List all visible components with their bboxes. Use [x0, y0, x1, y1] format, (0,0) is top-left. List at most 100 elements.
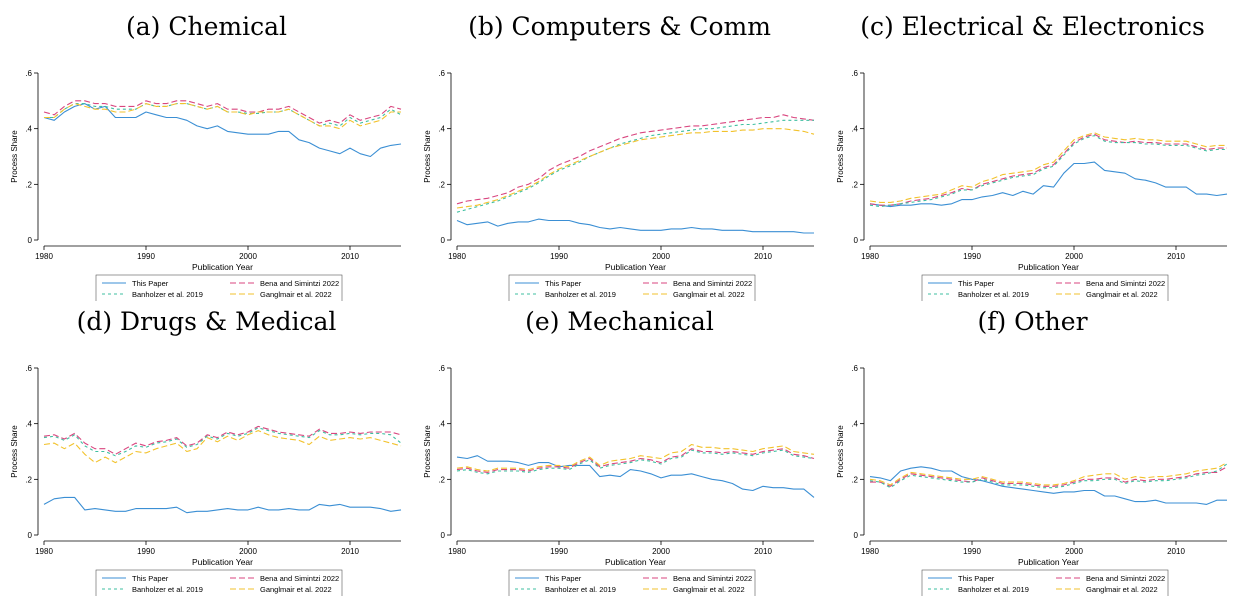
legend-label: This Paper	[132, 279, 169, 288]
series-line	[869, 161, 1228, 208]
x-axis-title: Publication Year	[192, 262, 253, 272]
y-axis-title: Process Share	[836, 425, 845, 478]
x-tick-label: 2000	[652, 252, 670, 261]
chart-svg: 0 .2 .4 .6 1980 1990 2000 2010 Publication Year P…	[10, 364, 402, 596]
series-line	[43, 425, 402, 455]
y-tick-label: .2	[851, 475, 858, 484]
series-line	[43, 496, 402, 514]
x-tick-label: 2010	[1167, 252, 1185, 261]
chart-title: (d) Drugs & Medical	[76, 307, 337, 336]
series-line	[43, 430, 402, 464]
chart-title: (f) Other	[977, 307, 1088, 336]
series-line	[456, 119, 814, 213]
series-line	[456, 455, 815, 498]
y-tick-label: 0	[854, 531, 859, 540]
series-line	[44, 103, 401, 130]
legend-label: Ganglmair et al. 2022	[673, 585, 745, 594]
series-line	[456, 218, 814, 234]
legend-label: This Paper	[132, 574, 169, 583]
legend-box	[921, 569, 1169, 596]
series-line	[869, 462, 1228, 486]
y-axis-title: Process Share	[423, 130, 432, 183]
x-tick-label: 2010	[341, 547, 359, 556]
y-tick-label: .4	[25, 125, 32, 134]
y-tick-label: .2	[851, 180, 858, 189]
y-axis-title: Process Share	[423, 425, 432, 478]
chart-panel: (b) Computers & Comm 0 .2 .4 .6 1980 1990 2000 2…	[413, 0, 826, 301]
y-tick-label: 0	[441, 236, 446, 245]
legend-box	[508, 274, 756, 301]
x-tick-label: 1990	[137, 547, 155, 556]
x-tick-label: 1980	[35, 547, 53, 556]
y-tick-label: 0	[28, 236, 33, 245]
legend-label: This Paper	[545, 574, 582, 583]
x-tick-label: 1980	[448, 547, 466, 556]
y-tick-label: .6	[851, 69, 858, 78]
x-axis-title: Publication Year	[605, 262, 666, 272]
x-tick-label: 1980	[861, 252, 879, 261]
x-tick-label: 2000	[239, 252, 257, 261]
legend-label: Ganglmair et al. 2022	[673, 290, 745, 299]
y-axis-title: Process Share	[10, 425, 19, 478]
y-tick-label: .2	[25, 180, 32, 189]
series-line	[869, 133, 1227, 206]
legend-label: Banholzer et al. 2019	[132, 585, 203, 594]
chart-panel: (a) Chemical 0 .2 .4 .6 1980 1990 2000 2010 Publi…	[0, 0, 413, 301]
y-tick-label: .4	[851, 420, 858, 429]
y-tick-label: .6	[25, 69, 32, 78]
legend-label: Bena and Simintzi 2022	[673, 279, 752, 288]
legend-box	[95, 274, 343, 301]
legend-label: Bena and Simintzi 2022	[260, 279, 339, 288]
x-tick-label: 1990	[550, 252, 568, 261]
series-line	[456, 114, 815, 205]
legend-label: Banholzer et al. 2019	[545, 290, 616, 299]
series-line	[456, 128, 815, 209]
x-tick-label: 2010	[1167, 547, 1185, 556]
x-axis-title: Publication Year	[1018, 557, 1079, 567]
chart-svg: 0 .2 .4 .6 1980 1990 2000 2010 Publication Year P…	[423, 69, 815, 301]
y-tick-label: .2	[438, 475, 445, 484]
chart-svg: 0 .2 .4 .6 1980 1990 2000 2010 Publication Year P…	[423, 364, 815, 596]
legend-label: Ganglmair et al. 2022	[1086, 290, 1158, 299]
chart-panel: (f) Other 0 .2 .4 .6 1980 1990 2000 2010 Publicat…	[826, 295, 1239, 596]
x-tick-label: 1980	[448, 252, 466, 261]
series-line	[869, 463, 1228, 489]
chart-svg: 0 .2 .4 .6 1980 1990 2000 2010 Publication Year P…	[836, 364, 1228, 596]
chart-title: (c) Electrical & Electronics	[860, 12, 1205, 41]
chart-panel: (c) Electrical & Electronics 0 .2 .4 .6 1980 1…	[826, 0, 1239, 301]
y-tick-label: 0	[28, 531, 33, 540]
series-line	[869, 132, 1227, 203]
legend-label: Banholzer et al. 2019	[958, 290, 1029, 299]
y-tick-label: 0	[854, 236, 859, 245]
y-tick-label: .6	[438, 364, 445, 373]
series-line	[43, 103, 402, 158]
legend-label: Banholzer et al. 2019	[958, 585, 1029, 594]
legend-label: Bena and Simintzi 2022	[1086, 279, 1165, 288]
chart-title: (a) Chemical	[126, 12, 287, 41]
x-tick-label: 2010	[754, 547, 772, 556]
legend-label: Ganglmair et al. 2022	[1086, 585, 1158, 594]
series-line	[870, 466, 1228, 487]
x-tick-label: 1980	[861, 547, 879, 556]
chart-svg: 0 .2 .4 .6 1980 1990 2000 2010 Publication Year P…	[836, 69, 1228, 301]
y-tick-label: .6	[438, 69, 445, 78]
legend-label: Ganglmair et al. 2022	[260, 585, 332, 594]
y-tick-label: .4	[438, 420, 445, 429]
series-line	[44, 103, 402, 127]
chart-panel: (e) Mechanical 0 .2 .4 .6 1980 1990 2000 2010 Pub…	[413, 295, 826, 596]
y-tick-label: .2	[25, 475, 32, 484]
legend-label: This Paper	[958, 574, 995, 583]
x-axis-title: Publication Year	[192, 557, 253, 567]
series-line	[869, 466, 1227, 505]
x-tick-label: 2000	[652, 547, 670, 556]
y-axis-title: Process Share	[10, 130, 19, 183]
y-tick-label: .6	[851, 364, 858, 373]
series-line	[43, 100, 402, 124]
y-tick-label: .4	[25, 420, 32, 429]
legend-label: Bena and Simintzi 2022	[260, 574, 339, 583]
series-line	[43, 427, 402, 457]
y-tick-label: .6	[25, 364, 32, 373]
x-tick-label: 1990	[963, 547, 981, 556]
y-tick-label: .4	[851, 125, 858, 134]
